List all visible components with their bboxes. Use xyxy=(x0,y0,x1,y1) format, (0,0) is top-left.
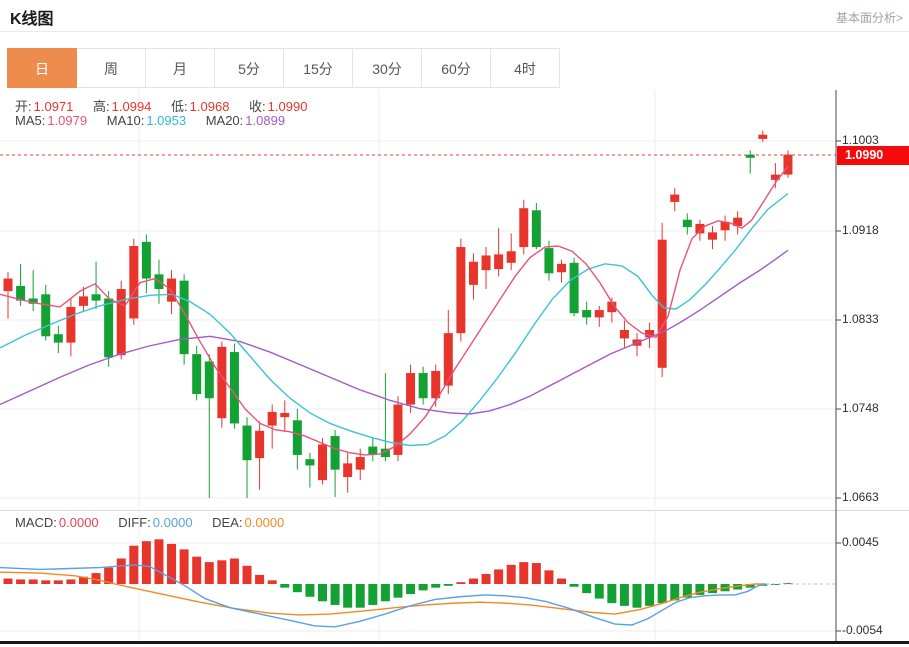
dea-label: DEA: xyxy=(212,515,243,530)
macd-chart[interactable] xyxy=(0,510,909,644)
low-label: 低: xyxy=(171,99,188,114)
current-price-value: 1.0990 xyxy=(845,148,884,162)
title-divider xyxy=(0,31,909,32)
tab-week[interactable]: 周 xyxy=(76,48,146,88)
diff-label: DIFF: xyxy=(118,515,151,530)
page-title: K线图 xyxy=(10,11,54,28)
fundamental-analysis-link[interactable]: 基本面分析> xyxy=(835,11,903,25)
macd-legend: MACD: 0.0000 DIFF: 0.0000 DEA: 0.0000 xyxy=(15,515,300,530)
close-label: 收: xyxy=(249,99,266,114)
price-axis-label: 1.0663 xyxy=(842,490,879,504)
macd-axis-label: 0.0045 xyxy=(842,535,879,549)
ma10-label: MA10: xyxy=(106,113,145,128)
tab-day[interactable]: 日 xyxy=(7,48,77,88)
price-axis-label: 1.0748 xyxy=(842,401,879,415)
candlestick-canvas xyxy=(0,90,841,510)
panel-divider xyxy=(0,510,909,511)
price-axis-label: 1.0833 xyxy=(842,312,879,326)
close-value: 1.0990 xyxy=(267,99,308,114)
macd-value: 0.0000 xyxy=(58,515,99,530)
tab-4hour[interactable]: 4时 xyxy=(490,48,560,88)
ma10-value: 1.0953 xyxy=(146,113,187,128)
main-chart[interactable] xyxy=(0,90,909,510)
price-axis-label: 1.0918 xyxy=(842,223,879,237)
ma-legend: MA5: 1.0979 MA10: 1.0953 MA20: 1.0899 xyxy=(15,113,301,128)
high-label: 高: xyxy=(93,99,110,114)
open-value: 1.0971 xyxy=(33,99,74,114)
interval-tabs: 日 周 月 5分 15分 30分 60分 4时 xyxy=(7,48,560,88)
dea-value: 0.0000 xyxy=(244,515,285,530)
ohlc-legend: 开: 1.0971 高: 1.0994 低: 1.0968 收: 1.0990 xyxy=(15,96,323,115)
tab-month[interactable]: 月 xyxy=(145,48,215,88)
ma20-label: MA20: xyxy=(205,113,244,128)
diff-value: 0.0000 xyxy=(152,515,193,530)
ma20-value: 1.0899 xyxy=(245,113,286,128)
ma5-label: MA5: xyxy=(15,113,46,128)
ma5-value: 1.0979 xyxy=(47,113,88,128)
high-value: 1.0994 xyxy=(111,99,152,114)
bottom-border xyxy=(0,641,909,644)
macd-axis-label: -0.0054 xyxy=(842,623,883,637)
low-value: 1.0968 xyxy=(189,99,230,114)
tab-60min[interactable]: 60分 xyxy=(421,48,491,88)
tab-15min[interactable]: 15分 xyxy=(283,48,353,88)
current-price-tag: 1.0990 xyxy=(837,146,909,165)
macd-label: MACD: xyxy=(15,515,57,530)
tab-5min[interactable]: 5分 xyxy=(214,48,284,88)
macd-canvas xyxy=(0,510,841,644)
tab-30min[interactable]: 30分 xyxy=(352,48,422,88)
price-axis-label: 1.1003 xyxy=(842,133,879,147)
open-label: 开: xyxy=(15,99,32,114)
